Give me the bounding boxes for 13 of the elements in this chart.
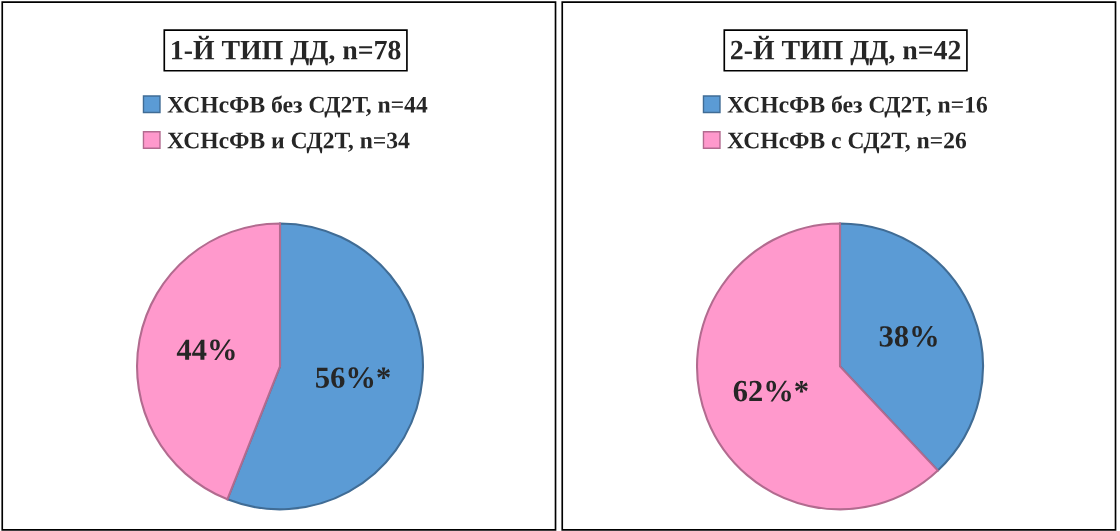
data-label: 56%* [316,367,390,389]
data-label: 62%* [733,380,808,402]
chart-title: 1-Й ТИП ДД, n=78 [172,35,401,66]
data-label: 44% [176,339,235,361]
legend-label: ХСНсФВ и СД2Т, n=34 [167,132,410,154]
pie-slice [838,222,984,472]
pie-slice [696,222,939,511]
legend-label: ХСНсФВ с СД2Т, n=26 [727,132,967,154]
pie-slice [136,222,282,501]
legend-label: ХСНсФВ без СД2Т, n=16 [727,95,988,118]
legend-label: ХСНсФВ без СД2Т, n=44 [167,95,428,118]
data-label: 38% [879,326,937,347]
chart-title: 2-Й ТИП ДД, n=42 [731,35,961,66]
